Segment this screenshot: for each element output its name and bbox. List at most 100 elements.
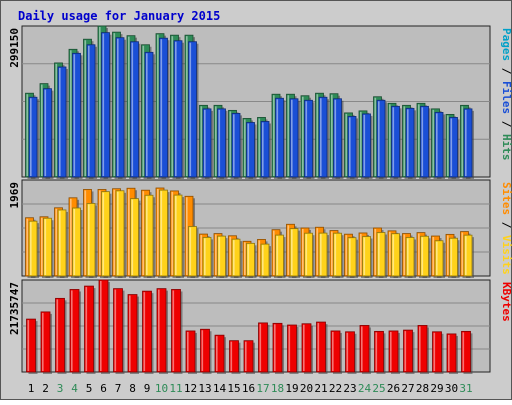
bar-highlight [26, 218, 29, 275]
bar-highlight [273, 95, 275, 176]
bar-files-day-20 [304, 99, 315, 179]
bar-body [405, 107, 415, 178]
bar-body [359, 325, 370, 373]
bar-highlight [44, 89, 47, 176]
bar-body [130, 41, 139, 178]
bar-highlight [157, 34, 159, 176]
bar-body [159, 189, 168, 277]
bar-kbytes-day-30 [446, 333, 458, 374]
bar-files-day-17 [260, 121, 271, 179]
bar-highlight [160, 39, 163, 177]
bar-body [156, 288, 167, 373]
bar-highlight [287, 225, 290, 275]
bar-highlight [88, 45, 90, 176]
bar-body [289, 228, 299, 277]
bar-highlight [363, 114, 366, 176]
bar-highlight [113, 33, 116, 177]
bar-highlight [349, 117, 351, 176]
bar-highlight [143, 292, 146, 371]
bar-body [275, 97, 284, 178]
bar-highlight [465, 109, 467, 176]
bar-body [420, 235, 429, 277]
bar-highlight [461, 106, 464, 176]
bar-highlight [450, 118, 453, 176]
legend-entry: / [500, 215, 512, 235]
bar-highlight [346, 332, 349, 371]
bar-highlight [201, 330, 204, 371]
bar-visits-day-4 [72, 207, 83, 278]
bar-body [388, 330, 399, 373]
bar-body [130, 198, 139, 277]
bar-highlight [276, 99, 279, 176]
bar-files-day-8 [130, 41, 141, 179]
bar-highlight [30, 222, 32, 275]
bar-visits-day-25 [376, 232, 387, 278]
bar-highlight [59, 67, 61, 176]
bar-highlight [102, 33, 105, 177]
axis-max-label: 21735747 [8, 282, 21, 335]
bar-highlight [349, 238, 351, 275]
bar-kbytes-day-4 [69, 289, 81, 374]
bar-kbytes-day-9 [142, 290, 154, 374]
bar-highlight [421, 237, 424, 275]
bar-highlight [378, 101, 380, 176]
bar-highlight [302, 228, 304, 275]
bar-files-day-29 [434, 111, 445, 179]
bar-highlight [30, 98, 32, 176]
legend-entry: / [500, 114, 512, 134]
legend-entry: Visits [500, 235, 512, 275]
bar-highlight [187, 331, 189, 371]
bar-kbytes-day-8 [127, 294, 139, 374]
bar-highlight [448, 334, 450, 371]
bar-visits-day-13 [202, 236, 213, 278]
bar-body [115, 190, 125, 277]
bar-body [173, 40, 183, 178]
bar-highlight [404, 331, 407, 371]
bar-highlight [432, 237, 435, 275]
bar-highlight [27, 320, 30, 371]
bar-highlight [360, 233, 362, 275]
bar-files-day-21 [318, 96, 329, 179]
bar-body [173, 194, 183, 277]
bar-body [43, 217, 52, 277]
panel-hits-files-pages: 299150 Pages / Files / Hits [8, 25, 512, 180]
bar-visits-day-15 [231, 238, 242, 278]
bar-kbytes-day-31 [461, 330, 473, 374]
bar-body [463, 108, 473, 178]
bar-kbytes-day-16 [243, 340, 255, 374]
bar-highlight [461, 232, 464, 275]
bar-visits-day-26 [391, 233, 402, 278]
bar-highlight [229, 236, 232, 275]
day-label-27: 27 [401, 382, 414, 395]
bar-highlight [334, 99, 337, 176]
bar-highlight [291, 99, 293, 176]
bar-files-day-3 [57, 66, 68, 179]
day-label-12: 12 [184, 382, 197, 395]
bar-highlight [41, 217, 43, 275]
bar-highlight [56, 299, 59, 371]
bar-highlight [131, 199, 134, 275]
bar-visits-day-1 [28, 220, 39, 278]
day-label-22: 22 [329, 382, 342, 395]
day-label-29: 29 [430, 382, 443, 395]
bar-highlight [331, 94, 333, 176]
day-label-17: 17 [256, 382, 269, 395]
bar-highlight [73, 54, 76, 176]
bar-body [26, 318, 36, 373]
bar-highlight [407, 109, 409, 176]
bar-body [188, 226, 197, 277]
bar-kbytes-day-3 [55, 297, 67, 374]
bar-visits-day-24 [362, 236, 373, 278]
bar-highlight [70, 198, 72, 275]
bar-files-day-1 [28, 96, 39, 179]
bar-highlight [465, 236, 467, 275]
day-label-8: 8 [129, 382, 136, 395]
bar-visits-day-21 [318, 232, 329, 278]
bar-body [376, 99, 386, 178]
bar-kbytes-day-26 [388, 330, 400, 374]
bar-highlight [462, 332, 465, 371]
bar-kbytes-day-18 [272, 322, 284, 374]
bar-highlight [215, 106, 217, 176]
bar-visits-day-17 [260, 243, 271, 278]
